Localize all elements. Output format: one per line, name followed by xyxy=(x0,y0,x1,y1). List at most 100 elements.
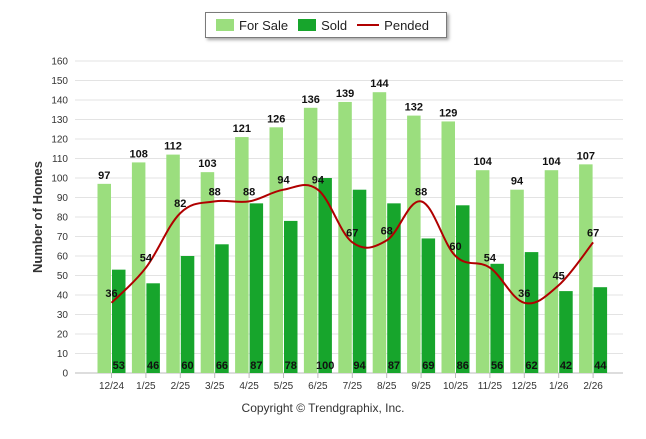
for-sale-value-label: 103 xyxy=(198,158,216,170)
for-sale-value-label: 107 xyxy=(577,150,595,162)
x-tick-label: 5/25 xyxy=(274,381,294,392)
pended-value-label: 68 xyxy=(381,225,393,237)
pended-value-label: 45 xyxy=(553,270,565,282)
y-tick-label: 40 xyxy=(57,291,69,302)
pended-value-label: 54 xyxy=(484,253,497,265)
x-tick-label: 12/24 xyxy=(99,381,124,392)
x-tick-label: 7/25 xyxy=(343,381,363,392)
y-tick-label: 30 xyxy=(57,310,69,321)
for-sale-value-label: 112 xyxy=(164,141,182,153)
for-sale-value-label: 104 xyxy=(473,156,492,168)
x-tick-label: 6/25 xyxy=(308,381,328,392)
y-tick-label: 120 xyxy=(51,135,68,146)
sold-swatch xyxy=(298,19,317,31)
legend-label-sold: Sold xyxy=(321,17,348,33)
for-sale-value-label: 94 xyxy=(511,176,524,188)
sold-bar xyxy=(490,263,504,373)
sold-value-label: 62 xyxy=(525,360,537,372)
sold-value-label: 78 xyxy=(285,360,297,372)
y-tick-label: 90 xyxy=(57,193,69,204)
pended-value-label: 88 xyxy=(415,186,427,198)
y-tick-label: 10 xyxy=(57,349,69,360)
pended-value-label: 60 xyxy=(449,241,461,253)
x-tick-label: 9/25 xyxy=(411,381,431,392)
for-sale-value-label: 144 xyxy=(370,78,389,90)
sold-value-label: 66 xyxy=(216,360,228,372)
x-tick-label: 12/25 xyxy=(512,381,537,392)
pended-value-label: 36 xyxy=(518,288,530,300)
legend: For Sale Sold Pended xyxy=(205,12,447,38)
for-sale-bar xyxy=(579,164,593,373)
y-tick-label: 160 xyxy=(51,57,68,68)
sold-bar xyxy=(524,252,539,373)
for-sale-bar xyxy=(303,107,318,374)
sold-value-label: 100 xyxy=(316,360,334,372)
bars xyxy=(97,92,608,374)
y-tick-label: 50 xyxy=(57,271,69,282)
pended-series-line xyxy=(110,183,594,305)
legend-item-sold[interactable]: Sold xyxy=(298,18,347,33)
for-sale-bar xyxy=(235,137,249,373)
for-sale-bar xyxy=(269,127,283,373)
pended-value-label: 67 xyxy=(346,227,358,239)
sold-bar xyxy=(387,203,401,373)
for-sale-value-label: 126 xyxy=(267,113,285,125)
sold-bar xyxy=(456,205,470,373)
sold-bar xyxy=(215,244,229,373)
sold-value-label: 69 xyxy=(422,360,434,372)
for-sale-value-label: 139 xyxy=(336,88,354,100)
x-tick-label: 4/25 xyxy=(239,381,259,392)
sold-value-label: 94 xyxy=(353,360,366,372)
y-tick-label: 130 xyxy=(51,115,68,126)
sold-bar xyxy=(593,287,608,373)
y-tick-label: 100 xyxy=(51,174,68,185)
for-sale-value-label: 97 xyxy=(98,170,110,182)
x-tick-label: 8/25 xyxy=(377,381,397,392)
for-sale-bar xyxy=(544,170,559,373)
y-axis-label: Number of Homes xyxy=(30,161,45,273)
legend-item-for-sale[interactable]: For Sale xyxy=(216,18,288,33)
y-tick-label: 110 xyxy=(52,154,68,165)
pended-line-swatch xyxy=(357,24,380,26)
for-sale-value-label: 129 xyxy=(439,107,457,119)
pended-value-label: 36 xyxy=(105,288,117,300)
sold-value-label: 87 xyxy=(250,360,262,372)
sold-value-label: 86 xyxy=(457,360,469,372)
y-tick-label: 150 xyxy=(51,76,68,87)
sold-bar xyxy=(318,178,332,373)
for-sale-bar xyxy=(372,92,387,373)
pended-value-label: 88 xyxy=(209,186,221,198)
data-labels: 97 108 112 103 121 126 136 139 144 132 129 104 94 104… xyxy=(98,78,607,372)
for-sale-value-label: 121 xyxy=(233,123,251,135)
y-tick-label: 60 xyxy=(57,252,69,263)
for-sale-value-label: 108 xyxy=(129,148,147,160)
sold-value-label: 87 xyxy=(388,360,400,372)
y-tick-label: 0 xyxy=(62,369,68,380)
pended-value-label: 67 xyxy=(587,227,599,239)
sold-value-label: 60 xyxy=(181,360,193,372)
pended-value-label: 94 xyxy=(312,175,325,187)
pended-value-label: 94 xyxy=(277,175,290,187)
for-sale-bar xyxy=(200,172,215,373)
y-tick-label: 140 xyxy=(51,96,68,107)
for-sale-value-label: 104 xyxy=(542,156,561,168)
legend-label-for-sale: For Sale xyxy=(239,17,289,33)
sold-value-label: 42 xyxy=(560,360,572,372)
sold-bar xyxy=(421,238,436,373)
pended-line xyxy=(110,183,594,305)
for-sale-bar xyxy=(407,115,421,373)
sold-bar xyxy=(249,203,264,373)
x-tick-label: 1/25 xyxy=(136,381,156,392)
pended-value-label: 88 xyxy=(243,186,255,198)
sold-bar xyxy=(180,256,195,373)
y-tick-label: 20 xyxy=(57,330,69,341)
for-sale-swatch xyxy=(216,19,234,31)
sold-bar xyxy=(146,283,160,373)
for-sale-value-label: 132 xyxy=(405,102,423,114)
y-tick-label: 80 xyxy=(57,213,69,224)
copyright: Copyright © Trendgraphix, Inc. xyxy=(241,401,405,415)
legend-item-pended[interactable]: Pended xyxy=(357,18,429,33)
x-tick-label: 10/25 xyxy=(443,381,468,392)
